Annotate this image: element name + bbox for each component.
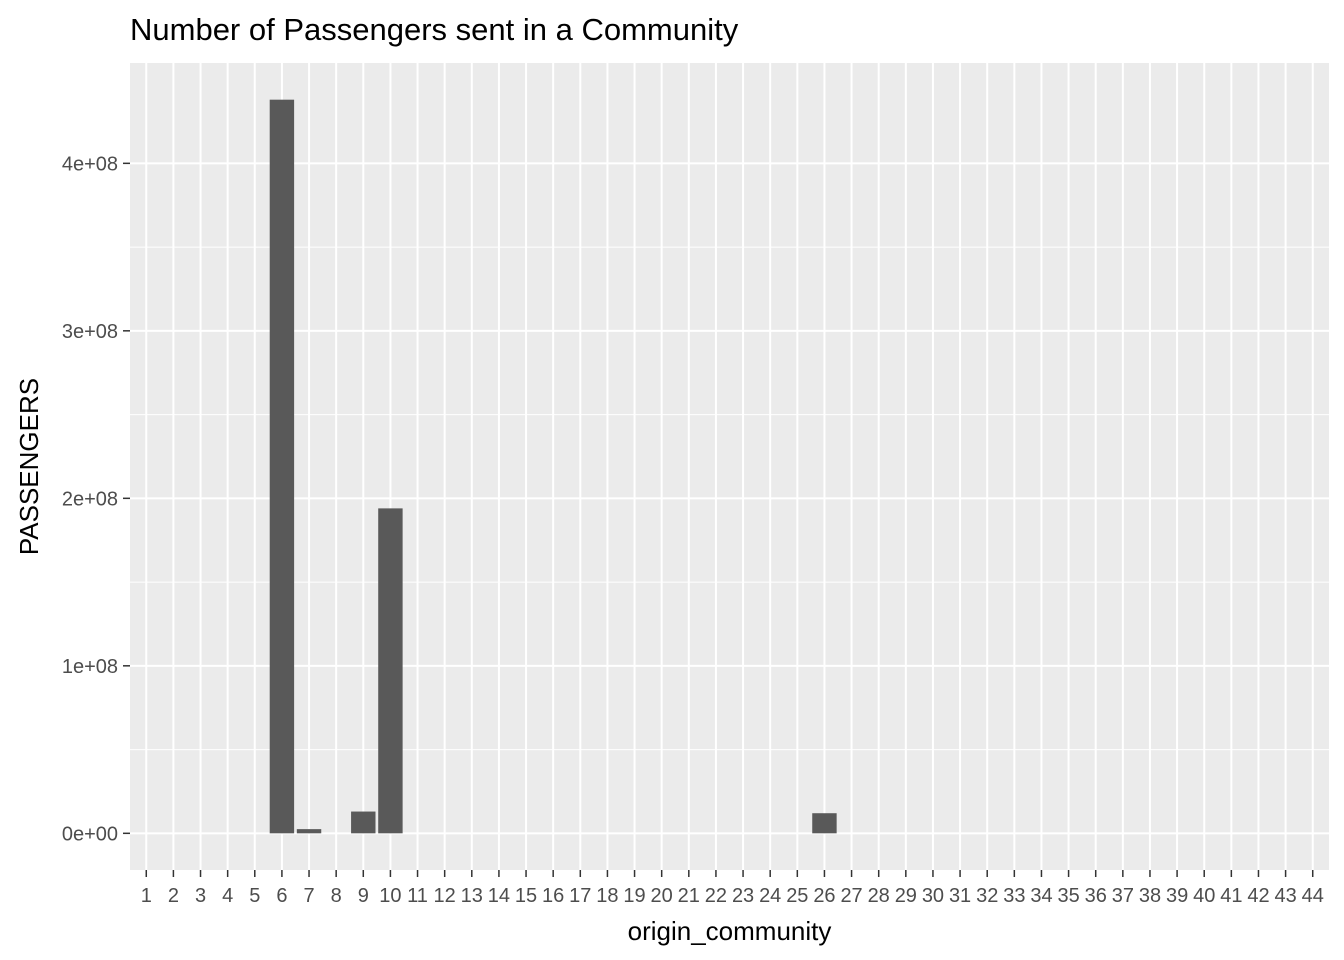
x-tick-label: 41 [1220,885,1242,907]
y-axis-title: PASSENGERS [14,378,44,555]
grid-lines [130,63,1329,870]
x-tick-label: 21 [678,885,700,907]
bar-26 [812,813,837,834]
x-tick-label: 18 [596,885,618,907]
plot-panel [130,63,1329,870]
x-tick-label: 19 [623,885,645,907]
x-tick-label: 3 [195,885,206,907]
x-axis-title: origin_community [628,916,832,946]
x-tick-label: 13 [461,885,483,907]
bar-9 [351,811,376,834]
x-tick-label: 12 [434,885,456,907]
x-tick-label: 7 [303,885,314,907]
x-tick-label: 9 [358,885,369,907]
bar-7 [296,829,322,834]
x-tick-label: 20 [651,885,673,907]
x-tick-label: 37 [1112,885,1134,907]
bar-6 [269,99,295,834]
x-tick-label: 30 [922,885,944,907]
x-tick-label: 1 [141,885,152,907]
x-tick-label: 6 [276,885,287,907]
x-tick-label: 28 [868,885,890,907]
x-tick-label: 38 [1139,885,1161,907]
x-tick-label: 5 [249,885,260,907]
x-tick-label: 10 [379,885,401,907]
x-tick-label: 35 [1057,885,1079,907]
x-tick-label: 11 [407,885,428,907]
x-tick-label: 42 [1247,885,1269,907]
y-tick-label: 0e+00 [62,823,118,845]
x-tick-label: 14 [488,885,510,907]
x-tick-label: 16 [542,885,564,907]
x-tick-label: 34 [1030,885,1052,907]
x-tick-label: 44 [1302,885,1324,907]
bar-10 [378,508,403,834]
x-tick-label: 17 [569,885,591,907]
x-tick-label: 23 [732,885,754,907]
x-tick-label: 29 [895,885,917,907]
x-tick-label: 40 [1193,885,1215,907]
x-tick-label: 8 [331,885,342,907]
x-tick-label: 22 [705,885,727,907]
x-tick-label: 39 [1166,885,1188,907]
x-tick-label: 25 [786,885,808,907]
x-tick-label: 32 [976,885,998,907]
y-tick-label: 3e+08 [62,321,118,343]
x-tick-label: 24 [759,885,781,907]
x-tick-label: 15 [515,885,537,907]
x-tick-label: 31 [949,885,971,907]
x-tick-label: 43 [1274,885,1296,907]
x-tick-label: 33 [1003,885,1025,907]
chart-title: Number of Passengers sent in a Community [130,12,739,47]
y-tick-label: 2e+08 [62,488,118,510]
bars [269,99,837,834]
x-tick-label: 36 [1085,885,1107,907]
x-tick-label: 4 [222,885,233,907]
x-tick-label: 27 [840,885,862,907]
y-tick-label: 1e+08 [62,656,118,678]
x-tick-label: 26 [813,885,835,907]
x-tick-label: 2 [168,885,179,907]
y-tick-label: 4e+08 [62,153,118,175]
